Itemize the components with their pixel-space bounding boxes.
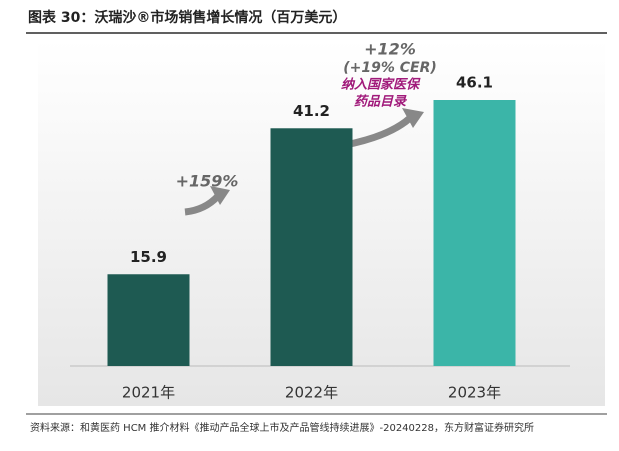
x-tick-label: 2021年	[122, 384, 175, 402]
annotation: (+19% CER)	[343, 60, 437, 76]
bar	[433, 100, 516, 366]
x-tick-label: 2022年	[285, 384, 338, 402]
bar	[270, 128, 353, 366]
data-label: 41.2	[293, 102, 330, 120]
arrow	[184, 193, 221, 216]
annotation: 纳入国家医保	[341, 77, 421, 93]
chart-title: 图表 30：沃瑞沙®市场销售增长情况（百万美元）	[28, 9, 346, 26]
arrow-head	[402, 108, 424, 128]
arrow	[344, 115, 413, 149]
arrow-head	[210, 186, 230, 205]
bar	[107, 274, 190, 366]
x-tick-label: 2023年	[448, 384, 501, 402]
annotation: +12%	[364, 40, 416, 59]
source: 资料来源：和黄医药 HCM 推介材料《推动产品全球上市及产品管线持续进展》-20…	[30, 421, 534, 434]
annotation: +159%	[176, 172, 239, 191]
data-label: 15.9	[130, 248, 167, 266]
annotation: 药品目录	[354, 94, 408, 110]
data-label: 46.1	[456, 74, 493, 92]
